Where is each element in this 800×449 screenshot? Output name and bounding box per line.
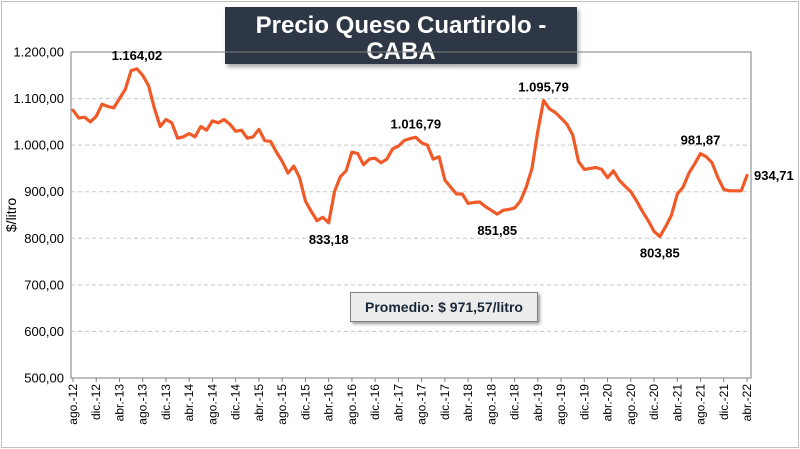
y-tick-label: 1.100,00: [13, 91, 64, 106]
data-label: 1.095,79: [518, 80, 569, 95]
x-tick-label: ago.-19: [554, 384, 568, 425]
x-tick-label: dic.-19: [577, 384, 591, 420]
data-label: 851,85: [477, 223, 517, 238]
data-label: 1.016,79: [390, 116, 441, 131]
x-tick-label: ago.-20: [624, 384, 638, 425]
x-tick-label: dic.-21: [717, 384, 731, 420]
y-tick-label: 700,00: [24, 277, 64, 292]
data-label: 981,87: [681, 133, 721, 148]
x-tick-label: abr.-22: [740, 384, 754, 422]
plot-area: [70, 51, 752, 379]
x-tick-label: dic.-14: [229, 384, 243, 420]
data-labels: 1.164,02 833,18 1.016,79 851,85 1.095,79 803,…: [112, 48, 794, 261]
chart-subtitle: - ajustado por IPC -: [335, 67, 467, 84]
x-tick-label: abr.-14: [182, 384, 196, 422]
x-tick-label: abr.-19: [531, 384, 545, 422]
x-tick-label: dic.-18: [508, 384, 522, 420]
data-label: 1.164,02: [112, 48, 163, 63]
x-tick-label: abr.-18: [461, 384, 475, 422]
x-tick-label: abr.-15: [252, 384, 266, 422]
x-tick-label: dic.-13: [159, 384, 173, 420]
x-tick-label: dic.-17: [438, 384, 452, 420]
data-label: 833,18: [309, 232, 349, 247]
x-tick-label: ago.-13: [136, 384, 150, 425]
x-axis-ticks: ago.-12 dic.-12 abr.-13 ago.-13 dic.-13 abr.-…: [66, 378, 754, 425]
data-label: 803,85: [640, 246, 680, 261]
y-tick-label: 800,00: [24, 231, 64, 246]
x-tick-label: ago.-17: [415, 384, 429, 425]
x-tick-label: abr.-20: [601, 384, 615, 422]
x-tick-label: abr.-16: [322, 384, 336, 422]
x-tick-label: ago.-21: [694, 384, 708, 425]
y-tick-label: 500,00: [24, 371, 64, 386]
series-line: [71, 67, 749, 239]
x-tick-label: ago.-12: [66, 384, 80, 425]
x-tick-label: dic.-12: [89, 384, 103, 420]
x-tick-label: abr.-13: [113, 384, 127, 422]
y-axis-ticks: 500,00 600,00 700,00 800,00 900,00 1.000,00 1.…: [13, 45, 64, 386]
y-axis-label: $/litro: [3, 198, 19, 232]
chart-title-box: Precio Queso Cuartirolo - CABA - ajustad…: [225, 7, 577, 84]
average-annotation: Promedio: $ 971,57/litro: [350, 292, 538, 322]
gridlines: [71, 98, 751, 332]
x-tick-label: abr.-17: [391, 384, 405, 422]
y-tick-label: 1.200,00: [13, 45, 64, 60]
y-tick-label: 600,00: [24, 324, 64, 339]
x-tick-label: abr.-21: [670, 384, 684, 422]
x-tick-label: ago.-18: [484, 384, 498, 425]
x-tick-label: dic.-15: [298, 384, 312, 420]
x-tick-label: ago.-15: [275, 384, 289, 425]
x-tick-label: dic.-20: [647, 384, 661, 420]
x-tick-label: dic.-16: [368, 384, 382, 420]
x-tick-label: ago.-16: [345, 384, 359, 425]
y-tick-label: 900,00: [24, 184, 64, 199]
x-tick-label: ago.-14: [205, 384, 219, 425]
data-label: 934,71: [754, 168, 794, 183]
y-tick-label: 1.000,00: [13, 138, 64, 153]
